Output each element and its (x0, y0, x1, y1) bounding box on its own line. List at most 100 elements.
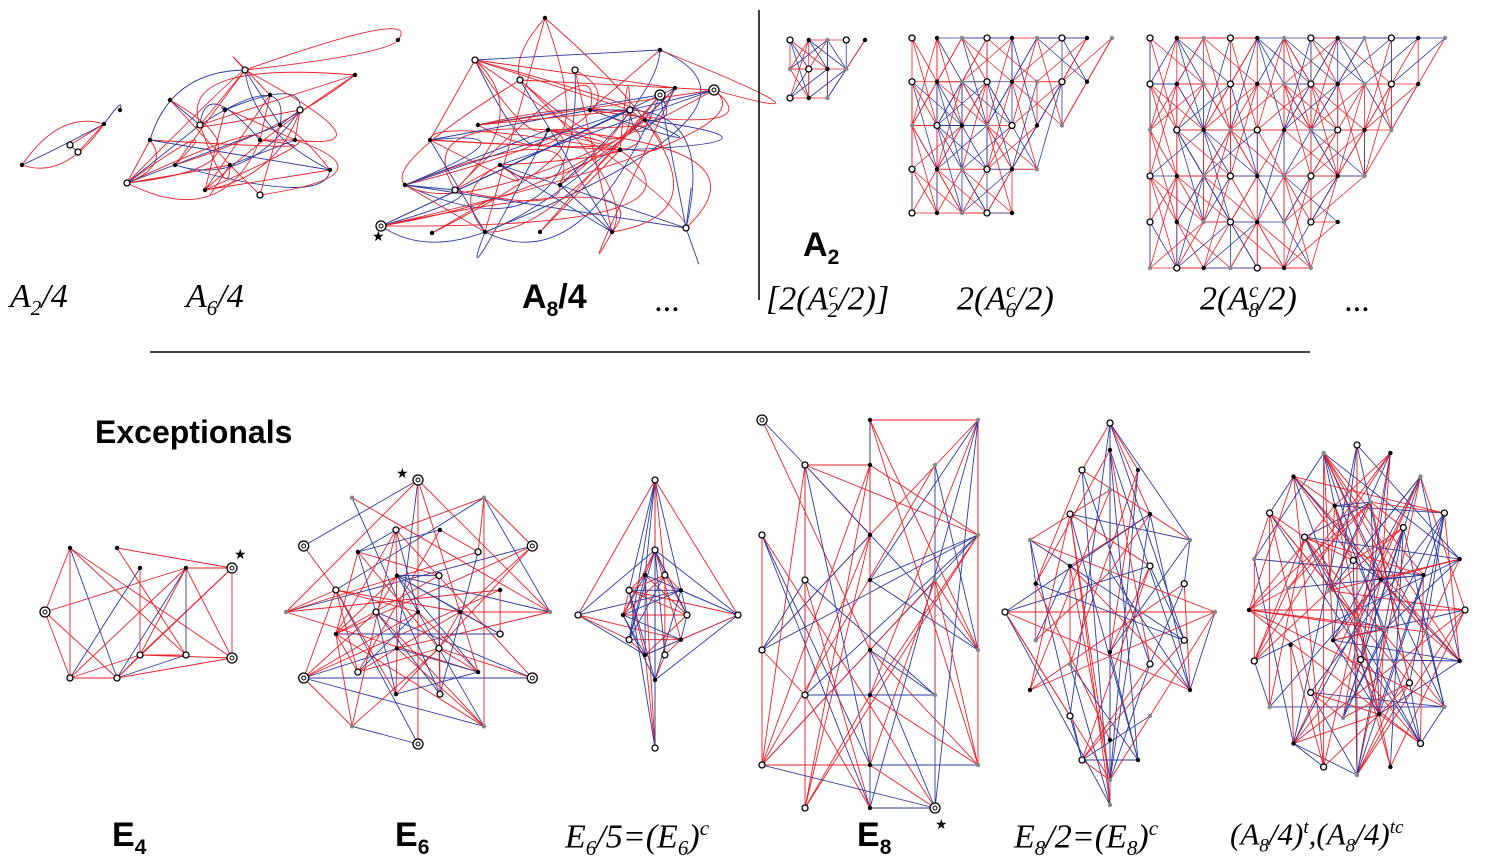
graph-edge (628, 574, 646, 591)
graph-edge (454, 59, 501, 191)
graph-edge (1011, 81, 1063, 126)
graph-edge (1293, 476, 1445, 514)
graph-vertex (1009, 35, 1015, 41)
graph-vertex (678, 588, 684, 593)
graph-edge (1036, 81, 1063, 170)
graph-edge (519, 79, 613, 233)
graph-edge (654, 549, 739, 616)
graph-vertex (626, 106, 634, 114)
graph-edge (335, 633, 485, 727)
graph-edge (1203, 175, 1258, 223)
graph-vertex (842, 36, 850, 44)
graph-edge (911, 125, 938, 214)
graph-edge (1257, 83, 1312, 131)
graph-vertex (1362, 173, 1367, 179)
graph-vertex (908, 78, 916, 86)
graph-edge (1248, 476, 1294, 611)
graph-edge (1189, 611, 1216, 691)
graph-vertex (1058, 34, 1066, 42)
graph-edge (1035, 583, 1185, 641)
graph-edge (244, 69, 337, 143)
graph-edge (1253, 590, 1330, 662)
graph-edge (628, 549, 656, 640)
graph-edge (664, 639, 682, 656)
graph-edge (116, 547, 187, 656)
graph-edge (1081, 469, 1151, 665)
graph-edge (1356, 631, 1427, 776)
graph-edge (1409, 682, 1421, 744)
graph-edge (804, 694, 871, 809)
graph-vertex (394, 573, 400, 578)
graph-vertex (805, 65, 813, 73)
graph-edge (598, 87, 676, 254)
graph-vertex (609, 229, 615, 235)
graph-vertex-inner (759, 417, 765, 423)
graph-edge (1269, 512, 1305, 538)
graph-vertex (1246, 607, 1252, 613)
graph-vertex (1107, 447, 1113, 453)
graph-vertex (1281, 127, 1287, 133)
graph-vertex (1201, 173, 1206, 179)
graph-vertex (393, 691, 399, 697)
graph-edge (1364, 83, 1419, 131)
graph-vertex (402, 182, 408, 188)
graph-vertex (617, 147, 623, 153)
graph-edge (1269, 512, 1421, 744)
graph-edge (1149, 129, 1204, 177)
graph-edge (1029, 539, 1185, 641)
graph-vertex (136, 651, 144, 659)
graph-vertex (959, 167, 965, 172)
graph-vertex (227, 162, 233, 168)
graph-edge (396, 647, 479, 673)
graph-vertex (1388, 450, 1393, 456)
graph-vertex (1308, 265, 1314, 271)
graph-vertex (1201, 127, 1206, 133)
graph-vertex (587, 107, 593, 113)
graph-edge (335, 633, 359, 673)
graph-edge (936, 168, 988, 214)
graph-edge (1081, 422, 1111, 471)
graph-vertex (355, 549, 361, 555)
graph-edge (1283, 83, 1338, 131)
graph-edge (622, 549, 656, 616)
graph-edge (1283, 175, 1312, 223)
graph-edge (644, 614, 688, 656)
graph-vertex (1009, 210, 1015, 216)
graph-edge (808, 39, 828, 70)
label-a8-over-4-t: (A8/4)t,(A8/4)tc (1230, 816, 1404, 857)
graph-vertex (1442, 704, 1447, 710)
graph-edge (761, 534, 871, 809)
graph-edge (1378, 713, 1421, 744)
graph-edge (395, 497, 485, 531)
graph-edge (357, 551, 377, 613)
graph-edge (395, 648, 398, 695)
graph-edge (986, 81, 1013, 126)
graph-a6-over-4 (123, 28, 402, 201)
graph-vertex (1107, 737, 1113, 743)
graph-vertex (392, 526, 400, 534)
graph-edge (44, 611, 118, 679)
graph-edge (1029, 539, 1037, 584)
graph-edge (869, 694, 979, 766)
graph-edge (285, 611, 479, 673)
graph-edge (804, 534, 871, 696)
graph-edge (1380, 574, 1424, 581)
section-title-exceptionals: Exceptionals (95, 414, 293, 450)
graph-vertex-inner (415, 477, 421, 483)
graph-edge (477, 109, 631, 126)
graph-edge (911, 37, 938, 82)
graph-vertex (1378, 577, 1384, 583)
graph-vertex (427, 137, 433, 143)
graph-edge (1011, 37, 1063, 83)
graph-vertex (1147, 127, 1153, 133)
graph-vertex (983, 78, 991, 86)
graph-edge (518, 17, 546, 81)
graph-edge (1253, 660, 1271, 708)
graph-edge (547, 129, 711, 229)
graph-edge (1310, 512, 1445, 693)
graph-vertex (1187, 537, 1193, 543)
graph-edge (335, 497, 485, 591)
graph-edge (1254, 558, 1424, 576)
label-a8-over-4: A8/4 (522, 278, 587, 321)
graph-edge (1420, 476, 1466, 611)
